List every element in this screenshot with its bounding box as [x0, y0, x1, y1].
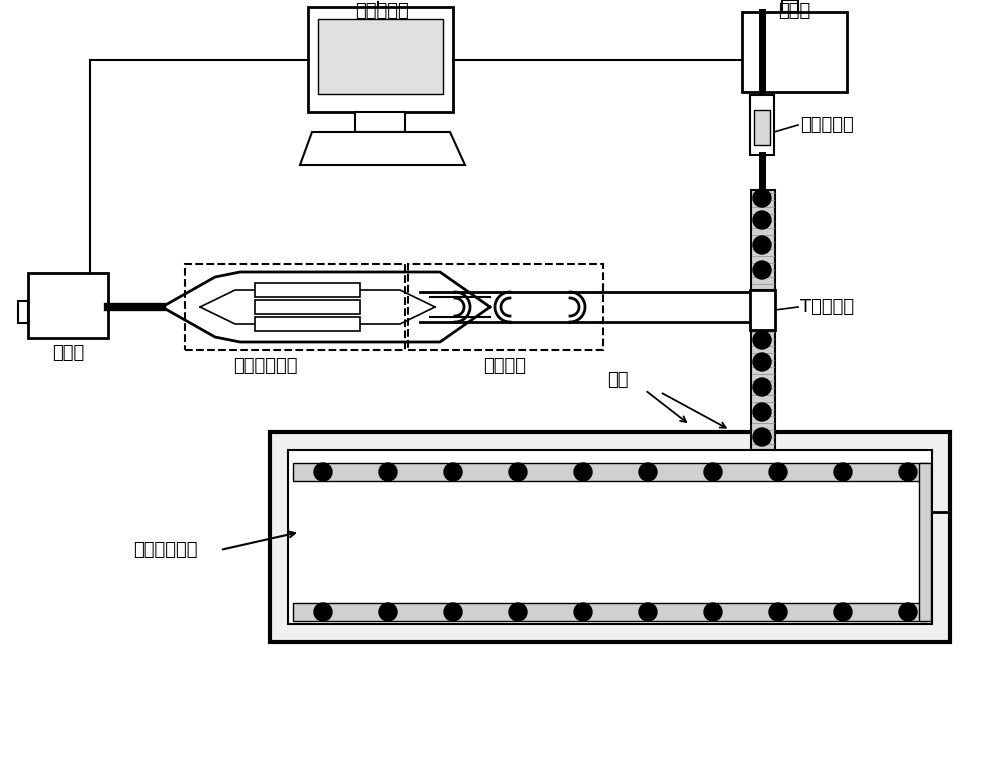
Bar	[288, 450, 932, 624]
Circle shape	[753, 189, 771, 207]
Text: 注射泵: 注射泵	[52, 344, 84, 362]
Bar	[185, 264, 405, 350]
Text: 主控计算机: 主控计算机	[355, 2, 409, 20]
Text: 微混合器: 微混合器	[484, 357, 526, 375]
Circle shape	[639, 603, 657, 621]
Circle shape	[314, 463, 332, 481]
Bar	[742, 12, 847, 92]
Bar	[750, 95, 774, 155]
Text: 水浴加热装置: 水浴加热装置	[133, 541, 197, 559]
Circle shape	[753, 428, 771, 446]
Circle shape	[753, 331, 771, 349]
Circle shape	[834, 463, 852, 481]
Bar	[754, 110, 770, 145]
Bar	[750, 290, 775, 330]
Circle shape	[444, 463, 462, 481]
Bar	[293, 603, 927, 621]
Bar	[318, 19, 443, 94]
Circle shape	[444, 603, 462, 621]
Circle shape	[574, 603, 592, 621]
Bar	[308, 7, 453, 112]
Circle shape	[509, 603, 527, 621]
Bar	[255, 283, 360, 297]
Circle shape	[314, 603, 332, 621]
Bar	[751, 190, 775, 290]
Text: T型连接器: T型连接器	[800, 298, 854, 316]
Circle shape	[379, 603, 397, 621]
Circle shape	[769, 603, 787, 621]
Circle shape	[753, 403, 771, 421]
Circle shape	[574, 463, 592, 481]
Circle shape	[899, 603, 917, 621]
Bar	[751, 330, 775, 450]
Text: 注射泵: 注射泵	[778, 2, 810, 20]
Bar	[255, 300, 360, 314]
Circle shape	[769, 463, 787, 481]
Circle shape	[639, 463, 657, 481]
Bar	[782, 0, 798, 12]
Circle shape	[753, 353, 771, 371]
Circle shape	[753, 236, 771, 254]
Bar	[18, 301, 28, 323]
Circle shape	[704, 603, 722, 621]
Circle shape	[509, 463, 527, 481]
Circle shape	[704, 463, 722, 481]
Circle shape	[834, 603, 852, 621]
Circle shape	[753, 378, 771, 396]
Text: 载液注射器: 载液注射器	[800, 116, 854, 134]
Circle shape	[899, 463, 917, 481]
Circle shape	[753, 211, 771, 229]
Bar	[255, 317, 360, 331]
Circle shape	[379, 463, 397, 481]
Bar	[270, 432, 950, 642]
Bar	[293, 463, 927, 481]
Bar	[28, 273, 108, 338]
Circle shape	[753, 261, 771, 279]
Bar	[355, 112, 405, 132]
Text: 反应注射器组: 反应注射器组	[233, 357, 297, 375]
Bar	[919, 463, 931, 621]
Text: 液滴: 液滴	[607, 371, 629, 389]
Bar	[408, 264, 603, 350]
Polygon shape	[300, 132, 465, 165]
